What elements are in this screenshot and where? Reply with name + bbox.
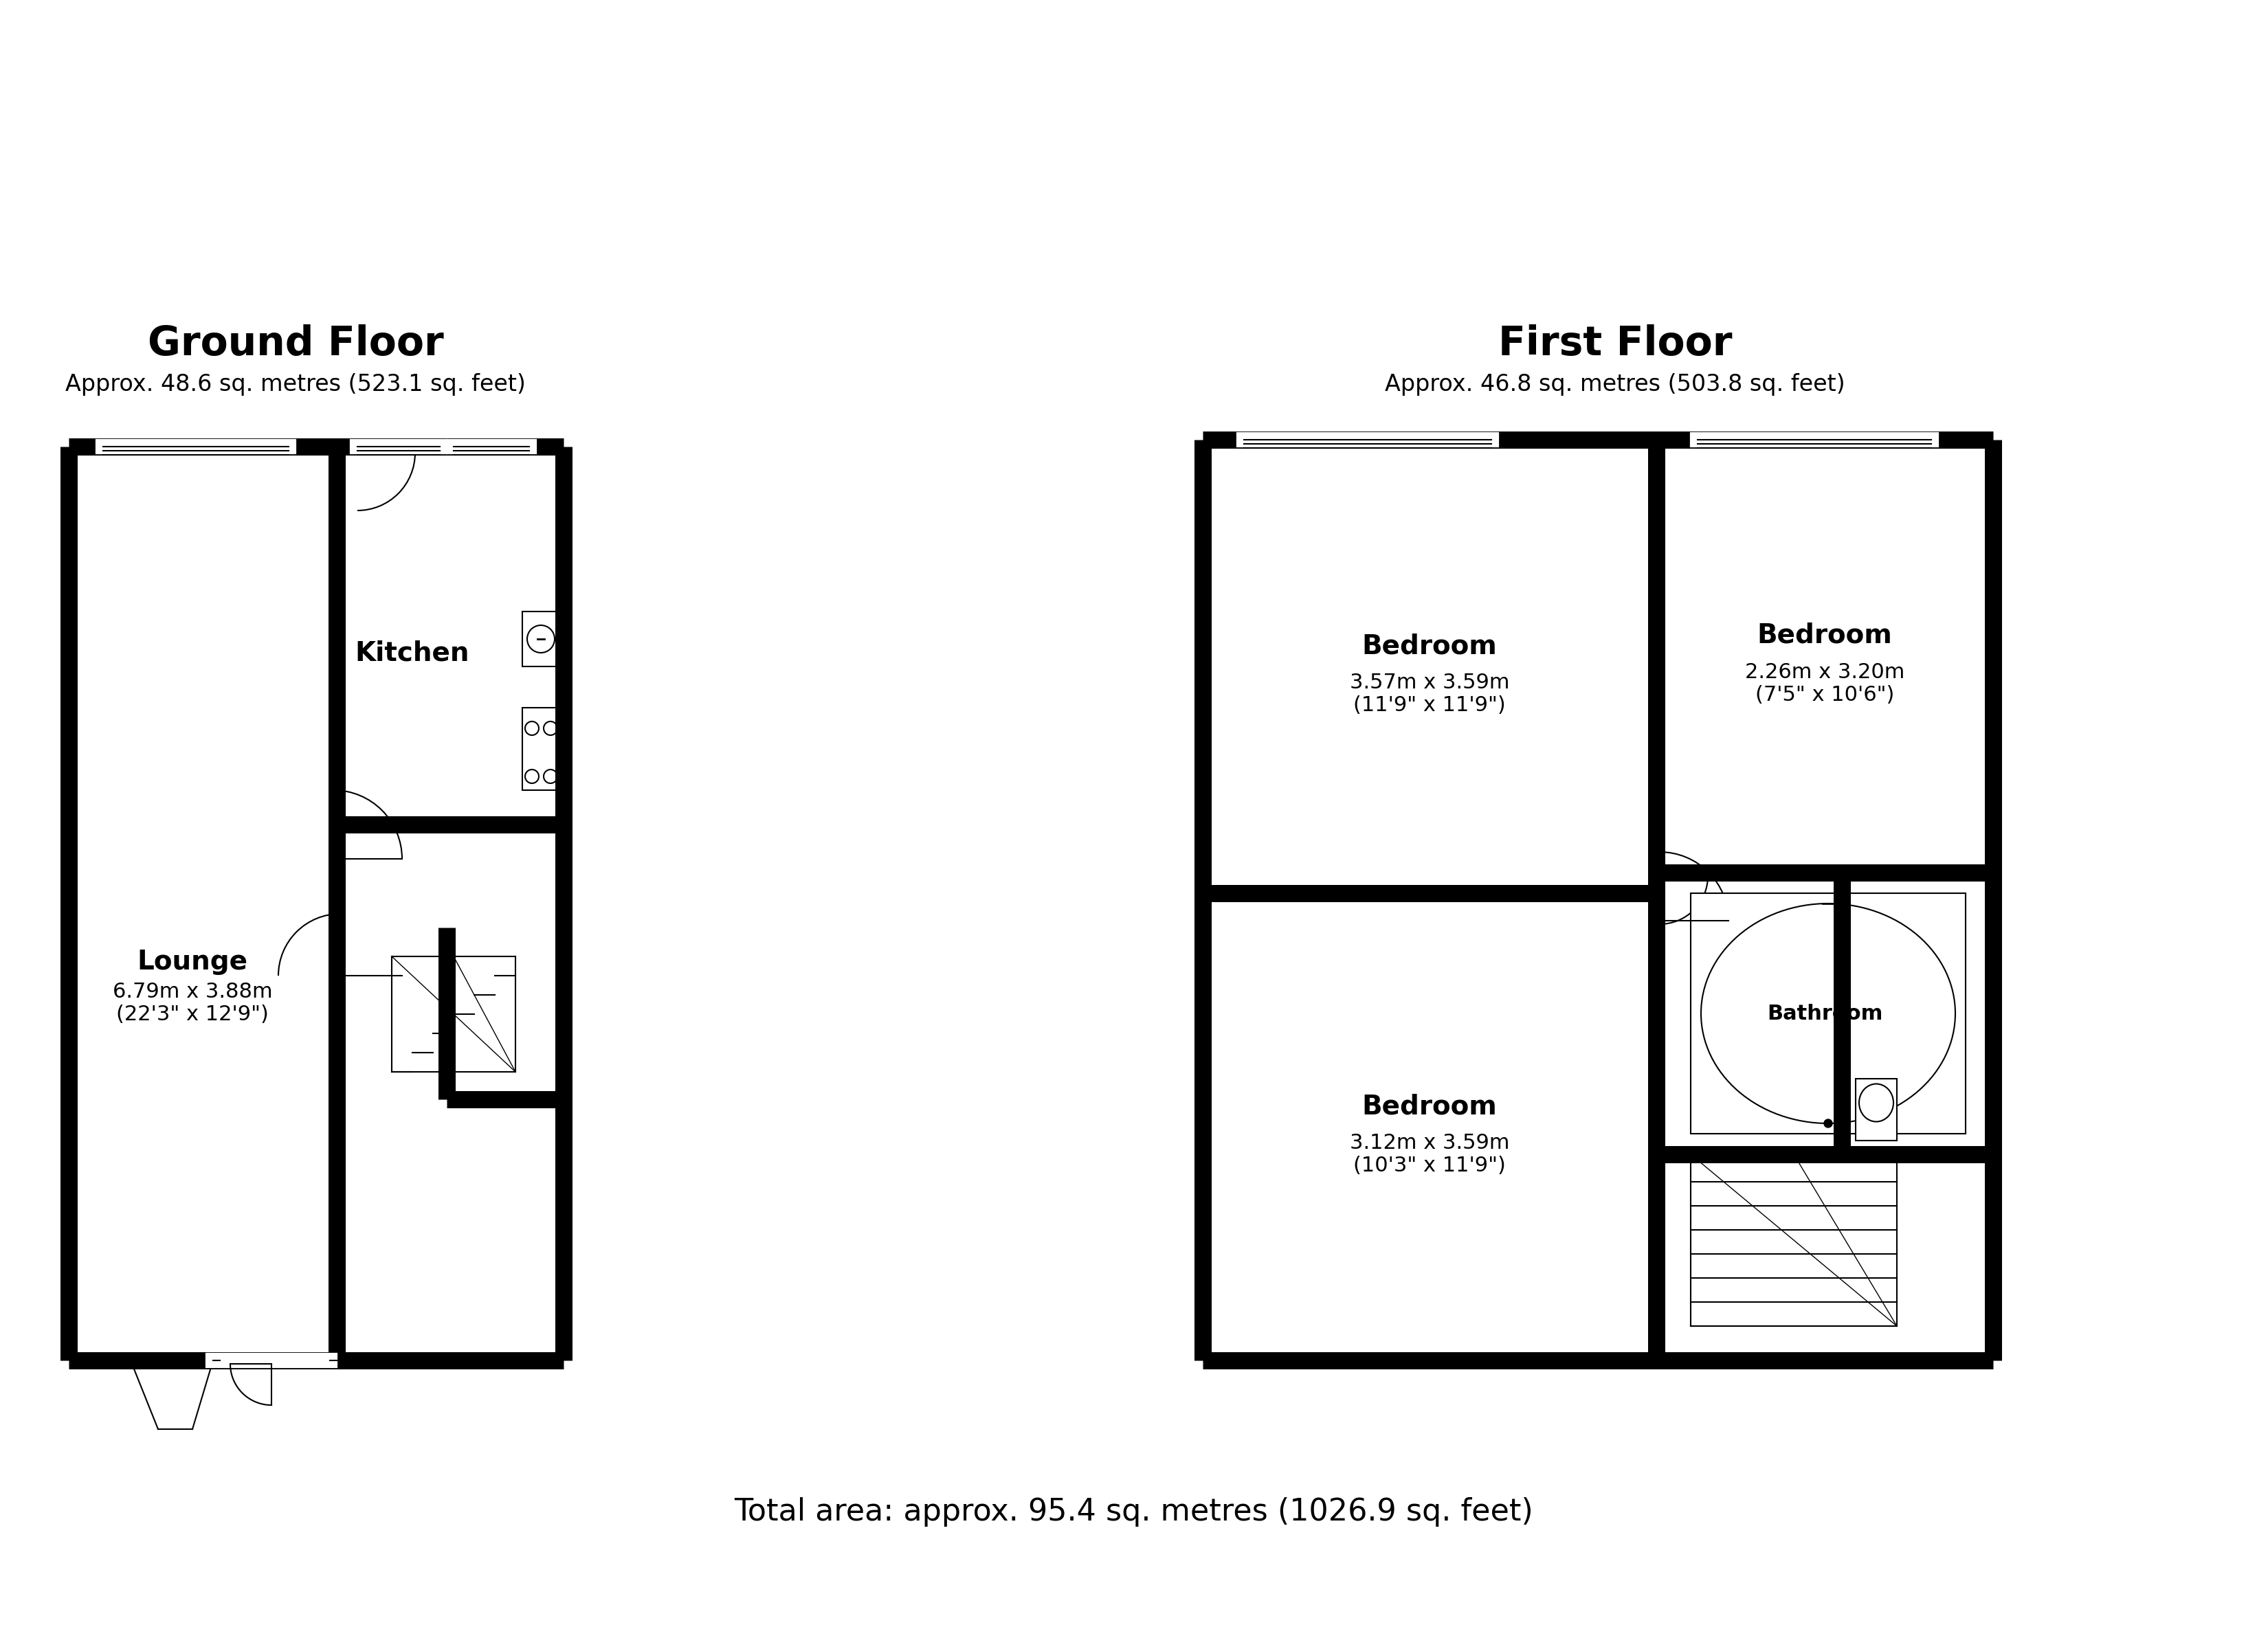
Text: 6.79m x 3.88m
(22'3" x 12'9"): 6.79m x 3.88m (22'3" x 12'9"): [113, 981, 272, 1024]
Bar: [125, 1354, 138, 1367]
Circle shape: [1823, 1120, 1833, 1128]
Ellipse shape: [1860, 1083, 1894, 1121]
Text: Bathroom: Bathroom: [1767, 1004, 1882, 1024]
Text: 2.26m x 3.20m
(7'5" x 10'6"): 2.26m x 3.20m (7'5" x 10'6"): [1744, 663, 1905, 706]
Text: Approx. 48.6 sq. metres (523.1 sq. feet): Approx. 48.6 sq. metres (523.1 sq. feet): [66, 373, 526, 396]
Text: Lounge: Lounge: [136, 948, 247, 975]
Text: Approx. 46.8 sq. metres (503.8 sq. feet): Approx. 46.8 sq. metres (503.8 sq. feet): [1386, 373, 1846, 396]
Bar: [206, 1354, 220, 1367]
Bar: [522, 612, 560, 666]
Text: First Floor: First Floor: [1499, 323, 1733, 363]
Bar: [1690, 894, 1966, 1135]
Text: Bedroom: Bedroom: [1361, 1093, 1497, 1120]
Bar: [1855, 1078, 1896, 1141]
Text: Ground Floor: Ground Floor: [147, 323, 445, 363]
Bar: [522, 707, 560, 790]
Text: 3.57m x 3.59m
(11'9" x 11'9"): 3.57m x 3.59m (11'9" x 11'9"): [1349, 673, 1510, 716]
Text: Bedroom: Bedroom: [1361, 633, 1497, 660]
Text: Kitchen: Kitchen: [356, 640, 469, 666]
Ellipse shape: [1701, 904, 1955, 1123]
Text: Bedroom: Bedroom: [1758, 622, 1892, 648]
Text: 3.12m x 3.59m
(10'3" x 11'9"): 3.12m x 3.59m (10'3" x 11'9"): [1349, 1133, 1510, 1176]
Text: Total area: approx. 95.4 sq. metres (1026.9 sq. feet): Total area: approx. 95.4 sq. metres (102…: [735, 1497, 1533, 1527]
